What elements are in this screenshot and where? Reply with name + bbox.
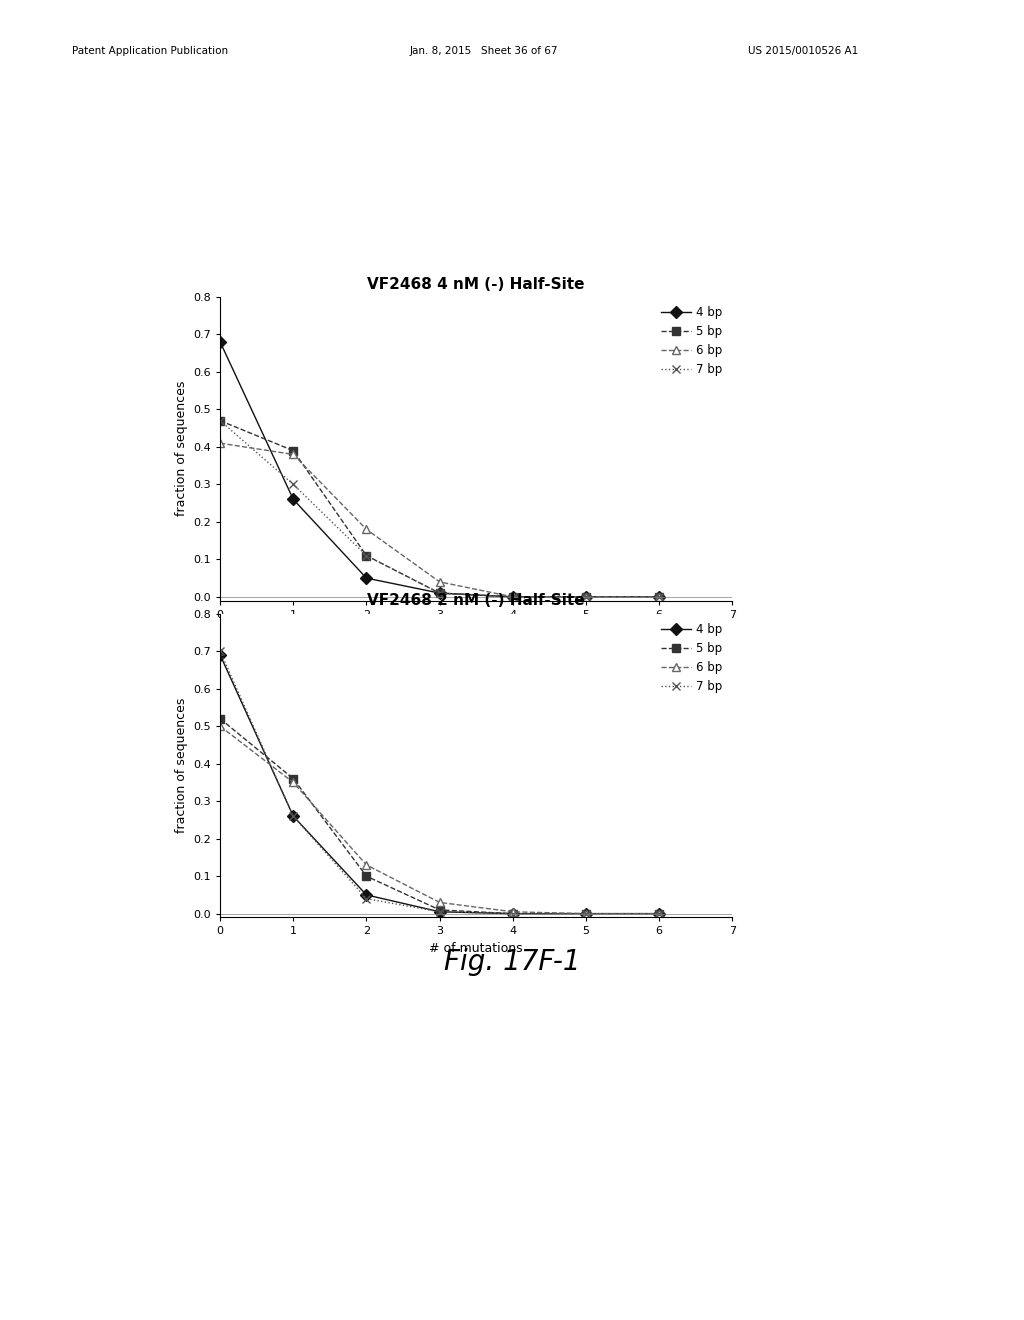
Line: 5 bp: 5 bp (216, 714, 664, 917)
7 bp (360, 891, 373, 907)
5 bp (287, 442, 299, 458)
6 bp (360, 521, 373, 537)
Legend: 4 bp, 5 bp, 6 bp, 7 bp: 4 bp, 5 bp, 6 bp, 7 bp (657, 302, 726, 380)
7 bp (507, 589, 519, 605)
6 bp (360, 857, 373, 873)
Line: 7 bp: 7 bp (216, 647, 664, 917)
4 bp (653, 589, 666, 605)
6 bp (214, 436, 226, 451)
4 bp (287, 808, 299, 824)
6 bp (433, 574, 445, 590)
5 bp (580, 589, 592, 605)
Line: 6 bp: 6 bp (216, 722, 664, 917)
Y-axis label: fraction of sequences: fraction of sequences (175, 698, 187, 833)
7 bp (214, 643, 226, 659)
4 bp (433, 585, 445, 601)
6 bp (287, 775, 299, 791)
Line: 6 bp: 6 bp (216, 440, 664, 601)
4 bp (214, 647, 226, 663)
4 bp (360, 887, 373, 903)
5 bp (507, 906, 519, 921)
5 bp (433, 902, 445, 917)
Line: 7 bp: 7 bp (216, 417, 664, 601)
Legend: 4 bp, 5 bp, 6 bp, 7 bp: 4 bp, 5 bp, 6 bp, 7 bp (657, 619, 726, 697)
7 bp (433, 904, 445, 920)
6 bp (433, 895, 445, 911)
7 bp (360, 548, 373, 564)
Line: 5 bp: 5 bp (216, 417, 664, 601)
Text: US 2015/0010526 A1: US 2015/0010526 A1 (748, 46, 858, 57)
6 bp (287, 446, 299, 462)
6 bp (507, 904, 519, 920)
6 bp (653, 589, 666, 605)
6 bp (507, 589, 519, 605)
6 bp (580, 589, 592, 605)
Text: Fig. 17F-1: Fig. 17F-1 (443, 948, 581, 977)
7 bp (287, 808, 299, 824)
5 bp (214, 711, 226, 727)
7 bp (653, 906, 666, 921)
5 bp (214, 413, 226, 429)
7 bp (580, 589, 592, 605)
Line: 4 bp: 4 bp (216, 651, 664, 917)
7 bp (433, 585, 445, 601)
Line: 4 bp: 4 bp (216, 338, 664, 601)
7 bp (214, 413, 226, 429)
Title: VF2468 2 nM (-) Half-Site: VF2468 2 nM (-) Half-Site (368, 594, 585, 609)
Text: Jan. 8, 2015   Sheet 36 of 67: Jan. 8, 2015 Sheet 36 of 67 (410, 46, 558, 57)
7 bp (507, 906, 519, 921)
4 bp (507, 589, 519, 605)
7 bp (580, 906, 592, 921)
5 bp (653, 906, 666, 921)
X-axis label: # of mutations: # of mutations (429, 942, 523, 954)
5 bp (580, 906, 592, 921)
4 bp (287, 491, 299, 507)
5 bp (433, 585, 445, 601)
5 bp (653, 589, 666, 605)
4 bp (360, 570, 373, 586)
4 bp (433, 904, 445, 920)
X-axis label: # of mutations: # of mutations (429, 626, 523, 638)
4 bp (214, 334, 226, 350)
Y-axis label: fraction of sequences: fraction of sequences (175, 381, 187, 516)
5 bp (360, 548, 373, 564)
Title: VF2468 4 nM (-) Half-Site: VF2468 4 nM (-) Half-Site (368, 277, 585, 292)
4 bp (653, 906, 666, 921)
7 bp (287, 477, 299, 492)
6 bp (653, 906, 666, 921)
4 bp (507, 906, 519, 921)
Text: Patent Application Publication: Patent Application Publication (72, 46, 227, 57)
7 bp (653, 589, 666, 605)
5 bp (287, 771, 299, 787)
5 bp (360, 869, 373, 884)
6 bp (580, 906, 592, 921)
4 bp (580, 589, 592, 605)
5 bp (507, 589, 519, 605)
6 bp (214, 718, 226, 734)
4 bp (580, 906, 592, 921)
